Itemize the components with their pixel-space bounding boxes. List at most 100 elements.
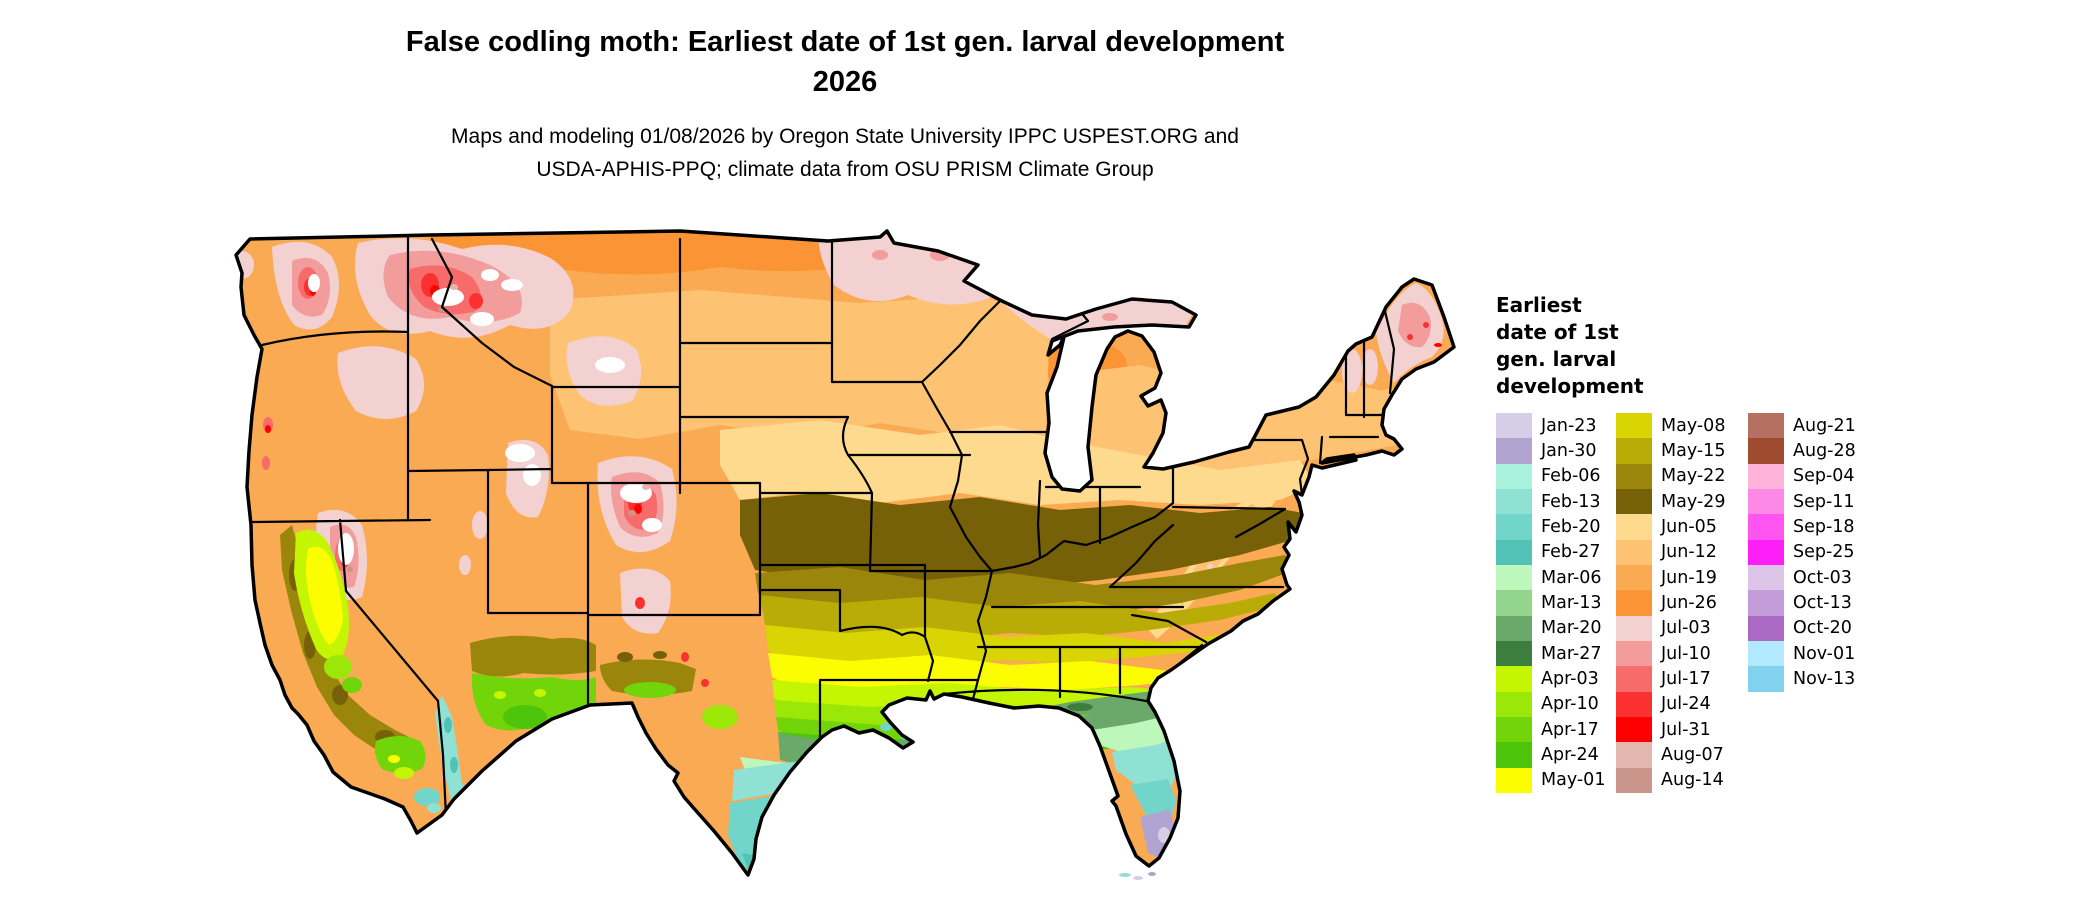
legend-entry: Apr-10 — [1496, 691, 1605, 717]
legend-swatch — [1748, 413, 1784, 439]
legend-label: Jun-05 — [1661, 516, 1717, 537]
legend-label: Jul-03 — [1661, 618, 1711, 639]
legend-entry: May-01 — [1496, 767, 1606, 793]
legend-swatch — [1616, 514, 1652, 540]
legend-label: Jan-23 — [1541, 415, 1597, 436]
legend-swatch — [1616, 716, 1652, 743]
legend-entry: Feb-27 — [1496, 539, 1605, 565]
legend-swatch — [1496, 716, 1532, 743]
map-raster-layers — [236, 231, 1454, 875]
legend-entry: Jul-03 — [1616, 615, 1725, 641]
legend-swatch — [1748, 488, 1784, 515]
legend-entry: Jul-10 — [1616, 640, 1725, 667]
map-outline — [234, 229, 1456, 877]
legend-entry: Jun-12 — [1616, 539, 1725, 565]
legend-swatch — [1748, 463, 1784, 489]
map-aug-tan-specks — [347, 284, 650, 572]
legend-entry: May-08 — [1616, 413, 1725, 439]
legend-swatch — [1616, 413, 1652, 439]
legend-entry: Oct-20 — [1748, 615, 1856, 641]
map-southwest-detail — [280, 525, 738, 813]
legend-label: Feb-06 — [1541, 466, 1601, 487]
legend-swatch — [1616, 767, 1652, 793]
legend-swatch — [1616, 691, 1652, 717]
map-band-may01 — [768, 650, 1265, 697]
legend-column-2: May-08 May-15 May-22 May-29 Jun-05 Jun-12 Jun-… — [1616, 413, 1725, 793]
map-container — [180, 225, 1490, 892]
legend-label: Aug-14 — [1661, 770, 1724, 791]
legend-column-3: Aug-21 Aug-28 Sep-04 Sep-11 Sep-18 Sep-25 Oct-… — [1748, 413, 1856, 692]
legend-swatch — [1748, 564, 1784, 591]
legend-swatch — [1496, 767, 1532, 793]
legend-swatch — [1616, 539, 1652, 565]
legend-swatch — [1616, 666, 1652, 692]
legend-entry: Sep-04 — [1748, 463, 1856, 489]
legend-swatch — [1616, 463, 1652, 489]
legend-label: Feb-27 — [1541, 542, 1601, 563]
legend-entry: Aug-14 — [1616, 767, 1725, 793]
legend-label: Oct-20 — [1793, 618, 1852, 639]
legend-entry: Mar-13 — [1496, 590, 1605, 616]
legend-swatch — [1496, 413, 1532, 439]
legend-swatch — [1496, 539, 1532, 565]
subtitle-line1: Maps and modeling 01/08/2026 by Oregon S… — [451, 125, 1239, 148]
legend-entry: Feb-20 — [1496, 514, 1605, 540]
legend-swatch — [1616, 438, 1652, 464]
legend-label: Jul-24 — [1661, 694, 1711, 715]
legend-swatch — [1748, 666, 1784, 692]
legend-entry: Feb-13 — [1496, 488, 1605, 515]
legend-swatch — [1748, 539, 1784, 565]
legend-entry: Jun-19 — [1616, 564, 1725, 591]
legend-swatch — [1496, 666, 1532, 692]
legend-label: Mar-27 — [1541, 643, 1602, 664]
map-band-may29 — [740, 493, 1315, 587]
legend-entry: Feb-06 — [1496, 463, 1605, 489]
legend-swatch — [1748, 615, 1784, 641]
legend-entry: Sep-25 — [1748, 539, 1856, 565]
legend-label: Mar-13 — [1541, 592, 1602, 613]
legend-entry: Sep-11 — [1748, 488, 1856, 515]
legend-label: Feb-13 — [1541, 491, 1601, 512]
legend-entry: Oct-03 — [1748, 564, 1856, 591]
map-band-jun05 — [720, 420, 1315, 505]
legend-label: May-29 — [1661, 491, 1726, 512]
legend-label: May-22 — [1661, 466, 1726, 487]
legend-swatch — [1748, 438, 1784, 464]
legend-label: Jul-17 — [1661, 668, 1711, 689]
legend-swatch — [1496, 463, 1532, 489]
legend-label: Nov-13 — [1793, 668, 1856, 689]
legend-label: Apr-17 — [1541, 719, 1599, 740]
legend-entry: May-15 — [1616, 438, 1726, 464]
legend-label: Aug-28 — [1793, 440, 1856, 461]
us-map — [234, 229, 1456, 880]
legend-label: Mar-20 — [1541, 618, 1602, 639]
legend-entry: Jun-26 — [1616, 590, 1725, 616]
legend-swatch — [1616, 564, 1652, 591]
legend-swatch — [1496, 691, 1532, 717]
legend-label: Oct-03 — [1793, 567, 1852, 588]
legend-swatch — [1496, 615, 1532, 641]
legend-entry: Mar-06 — [1496, 564, 1605, 591]
legend-label: Jun-26 — [1661, 592, 1717, 613]
legend-swatch — [1496, 590, 1532, 616]
legend-swatch — [1616, 640, 1652, 667]
legend-swatch — [1616, 742, 1652, 768]
legend-column-1: Jan-23 Jan-30 Feb-06 Feb-13 Feb-20 Feb-27 Mar-… — [1496, 413, 1605, 793]
legend-entry: Apr-24 — [1496, 742, 1605, 768]
legend-label: Apr-10 — [1541, 694, 1599, 715]
subtitle-line2: USDA-APHIS-PPQ; climate data from OSU PR… — [536, 158, 1154, 181]
legend-label: Jul-31 — [1661, 719, 1711, 740]
title-line1: False codling moth: Earliest date of 1st… — [405, 26, 1285, 58]
legend-label: Sep-11 — [1793, 491, 1855, 512]
legend-label: May-15 — [1661, 440, 1726, 461]
legend-entry: Oct-13 — [1748, 590, 1856, 616]
legend-label: May-01 — [1541, 770, 1606, 791]
legend-swatch — [1496, 438, 1532, 464]
legend-label: Aug-07 — [1661, 744, 1724, 765]
legend-entry: Jul-24 — [1616, 691, 1725, 717]
map-west-mountains — [236, 238, 709, 687]
map-florida-keys — [1119, 872, 1156, 880]
legend-entry: Jan-23 — [1496, 413, 1605, 439]
legend-entry: Jan-30 — [1496, 438, 1605, 464]
legend-swatch — [1496, 488, 1532, 515]
